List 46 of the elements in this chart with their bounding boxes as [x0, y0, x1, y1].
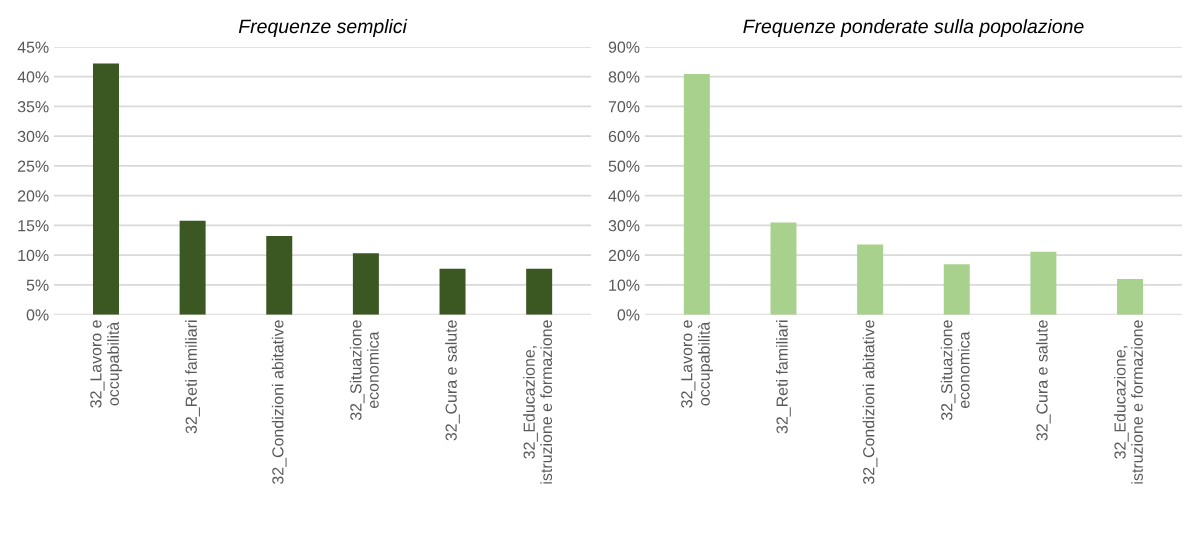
- y-tick-label: 90%: [608, 41, 640, 53]
- y-tick-label: 35%: [17, 101, 49, 113]
- y-tick-label: 25%: [17, 160, 49, 172]
- chart-title: Frequenze ponderate sulla popolazione: [743, 18, 1084, 38]
- y-tick-label: 50%: [608, 160, 640, 172]
- y-tick-label: 80%: [608, 71, 640, 83]
- bar: [1030, 251, 1057, 315]
- y-tick-label: 40%: [608, 190, 640, 202]
- y-tick-label: 40%: [17, 71, 49, 83]
- bar: [943, 264, 970, 315]
- bar: [92, 63, 119, 315]
- y-tick-label: 60%: [608, 130, 640, 143]
- y-tick-label: 0%: [617, 309, 640, 321]
- y-tick-label: 20%: [17, 190, 49, 202]
- x-tick-label: 32_Situazione economica: [940, 320, 970, 421]
- y-tick-label: 10%: [609, 279, 640, 291]
- y-tick-label: 30%: [608, 220, 640, 232]
- x-tick-label: 32_Educazione, istruzione e formazione: [523, 320, 553, 484]
- y-tick-label: 20%: [608, 249, 640, 262]
- bar: [526, 268, 553, 315]
- x-tick-label: 32_Condizioni abitative: [271, 320, 287, 485]
- x-tick-label: 32_Reti familiari: [776, 320, 791, 434]
- bar: [683, 73, 710, 315]
- bar: [179, 220, 206, 315]
- x-tick-label: 32_Situazione economica: [349, 320, 379, 421]
- y-tick-label: 30%: [17, 130, 49, 143]
- y-tick-label: 5%: [26, 279, 49, 291]
- x-tick-label: 32_Lavoro e occupabilità: [90, 320, 123, 408]
- chart-title: Frequenze semplici: [238, 18, 408, 38]
- bar: [439, 268, 466, 315]
- bar: [1117, 278, 1144, 315]
- bar: [352, 253, 379, 315]
- x-tick-label: 32_Cura e salute: [1035, 320, 1051, 441]
- bar: [266, 236, 293, 315]
- bar: [770, 222, 797, 315]
- x-tick-label: 32_Condizioni abitative: [862, 320, 878, 485]
- y-tick-label: 15%: [18, 220, 49, 232]
- y-tick-label: 45%: [17, 41, 49, 53]
- x-tick-label: 32_Educazione, istruzione e formazione: [1113, 320, 1143, 484]
- x-tick-label: 32_Reti familiari: [185, 320, 200, 434]
- y-tick-label: 10%: [18, 249, 49, 262]
- y-tick-label: 0%: [26, 309, 49, 321]
- x-tick-label: 32_Lavoro e occupabilità: [681, 320, 713, 408]
- bar: [857, 244, 884, 315]
- x-tick-label: 32_Cura e salute: [445, 320, 460, 441]
- y-tick-label: 70%: [608, 101, 640, 113]
